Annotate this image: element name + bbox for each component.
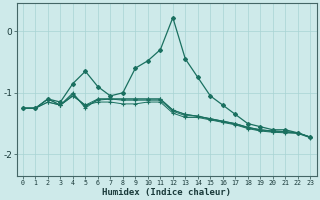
X-axis label: Humidex (Indice chaleur): Humidex (Indice chaleur) bbox=[102, 188, 231, 197]
